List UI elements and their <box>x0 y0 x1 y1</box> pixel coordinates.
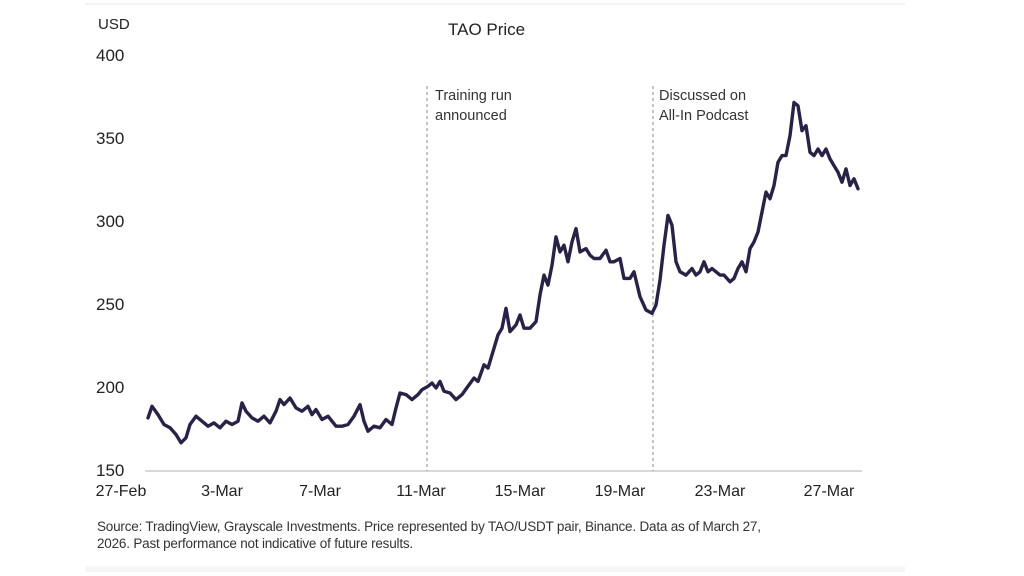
y-tick-350: 350 <box>96 129 125 148</box>
x-tick-27-feb: 27-Feb <box>95 483 147 500</box>
annotation-podcast-line2: All-In Podcast <box>659 108 749 124</box>
top-frame-edge <box>85 3 905 5</box>
x-tick-15-mar: 15-Mar <box>494 483 546 500</box>
annotation-podcast-line1: Discussed on <box>659 88 747 104</box>
annotation-training-run: Training run announced <box>435 86 512 126</box>
y-tick-250: 250 <box>96 295 125 314</box>
source-note-line1: Source: TradingView, Grayscale Investmen… <box>97 519 761 534</box>
source-note: Source: TradingView, Grayscale Investmen… <box>97 518 897 552</box>
annotation-podcast: Discussed on All-In Podcast <box>659 86 748 126</box>
x-tick-27-mar: 27-Mar <box>803 483 855 500</box>
y-tick-150: 150 <box>96 461 125 480</box>
y-tick-300: 300 <box>96 212 125 231</box>
y-tick-200: 200 <box>96 378 125 397</box>
annotation-training-run-line2: announced <box>435 108 507 124</box>
x-tick-11-mar: 11-Mar <box>396 483 446 500</box>
bottom-frame-edge <box>85 566 905 572</box>
x-tick-3-mar: 3-Mar <box>201 483 243 500</box>
x-tick-7-mar: 7-Mar <box>299 483 341 500</box>
x-tick-23-mar: 23-Mar <box>694 483 746 500</box>
chart-title: TAO Price <box>448 20 526 39</box>
source-note-line2: 2026. Past performance not indicative of… <box>97 536 413 551</box>
x-tick-19-mar: 19-Mar <box>594 483 646 500</box>
y-axis-unit-label: USD <box>98 16 130 33</box>
y-tick-400: 400 <box>96 46 125 65</box>
price-line <box>146 100 860 445</box>
annotation-training-run-line1: Training run <box>435 88 512 104</box>
